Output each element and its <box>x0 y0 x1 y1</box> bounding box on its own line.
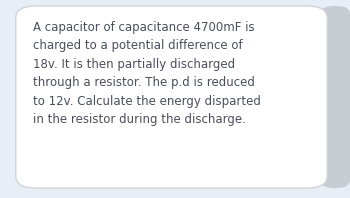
FancyBboxPatch shape <box>16 6 327 188</box>
Text: A capacitor of capacitance 4700mF is
charged to a potential difference of
18v. I: A capacitor of capacitance 4700mF is cha… <box>33 21 261 126</box>
FancyBboxPatch shape <box>320 6 350 188</box>
